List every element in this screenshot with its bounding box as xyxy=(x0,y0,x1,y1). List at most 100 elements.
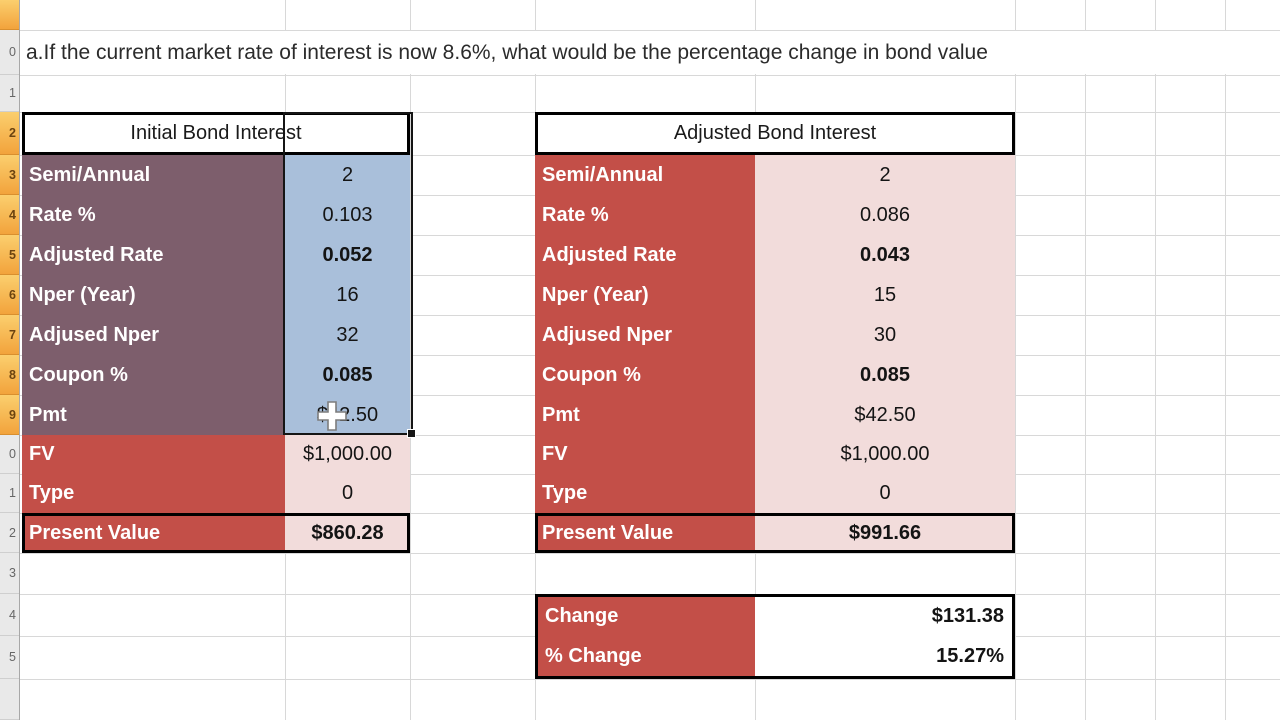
row-label[interactable]: Pmt xyxy=(535,395,755,435)
row-value[interactable]: $131.38 xyxy=(755,597,1012,637)
row-label[interactable]: Adjused Nper xyxy=(535,315,755,355)
table-row: Adjusted Rate 0.052 xyxy=(22,235,410,275)
gridline xyxy=(20,679,1280,680)
row-header[interactable]: 9 xyxy=(0,395,19,435)
row-label[interactable]: Adjused Nper xyxy=(22,315,285,355)
row-value[interactable]: 32 xyxy=(285,315,410,355)
row-value[interactable]: $991.66 xyxy=(755,513,1015,553)
table-row: Adjused Nper 32 xyxy=(22,315,410,355)
row-label[interactable]: Nper (Year) xyxy=(22,275,285,315)
row-value[interactable]: 15 xyxy=(755,275,1015,315)
table-row: Coupon % 0.085 xyxy=(22,355,410,395)
row-label[interactable]: Coupon % xyxy=(535,355,755,395)
row-label[interactable]: Present Value xyxy=(535,513,755,553)
gridline xyxy=(1155,0,1156,720)
table-row: Semi/Annual 2 xyxy=(22,155,410,195)
table-row: Semi/Annual 2 xyxy=(535,155,1015,195)
adjusted-bond-table: Adjusted Bond Interest Semi/Annual 2 Rat… xyxy=(535,112,1015,553)
row-value[interactable]: 0 xyxy=(285,474,410,513)
row-label[interactable]: Present Value xyxy=(22,513,285,553)
adjusted-table-title[interactable]: Adjusted Bond Interest xyxy=(535,112,1015,155)
row-label[interactable]: Type xyxy=(22,474,285,513)
row-value[interactable]: 0 xyxy=(755,474,1015,513)
row-label[interactable]: Adjusted Rate xyxy=(535,235,755,275)
gridline xyxy=(1225,0,1226,720)
row-header[interactable]: 7 xyxy=(0,315,19,355)
row-value[interactable]: 0.043 xyxy=(755,235,1015,275)
row-value[interactable]: 30 xyxy=(755,315,1015,355)
present-value-row: Present Value $991.66 xyxy=(535,513,1015,553)
row-value[interactable]: 0.052 xyxy=(285,235,410,275)
row-header[interactable] xyxy=(0,679,19,720)
initial-bond-table: Initial Bond Interest Semi/Annual 2 Rate… xyxy=(22,112,410,553)
table-row: Type 0 xyxy=(535,474,1015,513)
row-header[interactable]: 4 xyxy=(0,594,19,636)
row-label[interactable]: Rate % xyxy=(22,195,285,235)
gridline xyxy=(20,75,1280,76)
row-header[interactable] xyxy=(0,0,19,30)
question-text: a.If the current market rate of interest… xyxy=(26,40,988,64)
gridline xyxy=(20,553,1280,554)
table-row: Rate % 0.103 xyxy=(22,195,410,235)
table-row: Nper (Year) 15 xyxy=(535,275,1015,315)
row-label[interactable]: Adjusted Rate xyxy=(22,235,285,275)
row-header[interactable]: 6 xyxy=(0,275,19,315)
row-label[interactable]: Nper (Year) xyxy=(535,275,755,315)
row-value[interactable]: $42.50 xyxy=(755,395,1015,435)
row-header[interactable]: 8 xyxy=(0,355,19,395)
row-value[interactable]: $1,000.00 xyxy=(285,435,410,474)
row-label[interactable]: Type xyxy=(535,474,755,513)
row-header[interactable]: 3 xyxy=(0,155,19,195)
row-header[interactable]: 2 xyxy=(0,513,19,553)
row-header[interactable]: 2 xyxy=(0,112,19,155)
gridline xyxy=(20,30,1280,31)
table-row: Rate % 0.086 xyxy=(535,195,1015,235)
row-value[interactable]: 0.085 xyxy=(285,355,410,395)
row-header[interactable]: 0 xyxy=(0,435,19,474)
table-row: Nper (Year) 16 xyxy=(22,275,410,315)
row-header[interactable]: 5 xyxy=(0,636,19,679)
row-label[interactable]: % Change xyxy=(538,636,755,676)
table-row: % Change 15.27% xyxy=(538,636,1012,676)
row-header[interactable]: 5 xyxy=(0,235,19,275)
row-header[interactable]: 1 xyxy=(0,75,19,112)
row-value[interactable]: $860.28 xyxy=(285,513,410,553)
row-label[interactable]: FV xyxy=(535,435,755,474)
table-row: FV $1,000.00 xyxy=(535,435,1015,474)
row-value[interactable]: 2 xyxy=(755,155,1015,195)
row-value[interactable]: 15.27% xyxy=(755,636,1012,676)
row-label[interactable]: FV xyxy=(22,435,285,474)
table-row: Coupon % 0.085 xyxy=(535,355,1015,395)
row-value[interactable]: 2 xyxy=(285,155,410,195)
row-label[interactable]: Semi/Annual xyxy=(535,155,755,195)
present-value-row: Present Value $860.28 xyxy=(22,513,410,553)
row-value[interactable]: 0.103 xyxy=(285,195,410,235)
row-value[interactable]: 0.085 xyxy=(755,355,1015,395)
row-header[interactable]: 1 xyxy=(0,474,19,513)
table-row: Adjused Nper 30 xyxy=(535,315,1015,355)
question-cell[interactable]: a.If the current market rate of interest… xyxy=(20,31,1280,74)
row-value[interactable]: 0.086 xyxy=(755,195,1015,235)
gridline xyxy=(410,0,411,720)
row-value[interactable]: 16 xyxy=(285,275,410,315)
row-header[interactable]: 4 xyxy=(0,195,19,235)
table-row: Type 0 xyxy=(22,474,410,513)
table-row: FV $1,000.00 xyxy=(22,435,410,474)
row-value[interactable]: $42.50 xyxy=(285,395,410,435)
row-label[interactable]: Semi/Annual xyxy=(22,155,285,195)
row-header[interactable]: 3 xyxy=(0,553,19,594)
row-label[interactable]: Pmt xyxy=(22,395,285,435)
row-value[interactable]: $1,000.00 xyxy=(755,435,1015,474)
initial-table-title[interactable]: Initial Bond Interest xyxy=(22,112,410,155)
table-row: Pmt $42.50 xyxy=(535,395,1015,435)
row-label[interactable]: Coupon % xyxy=(22,355,285,395)
gridline xyxy=(1085,0,1086,720)
row-label[interactable]: Change xyxy=(538,597,755,637)
table-row: Change $131.38 xyxy=(538,597,1012,637)
table-row: Adjusted Rate 0.043 xyxy=(535,235,1015,275)
row-header[interactable]: 0 xyxy=(0,30,19,75)
row-label[interactable]: Rate % xyxy=(535,195,755,235)
table-row: Pmt $42.50 xyxy=(22,395,410,435)
gridline xyxy=(1015,0,1016,720)
